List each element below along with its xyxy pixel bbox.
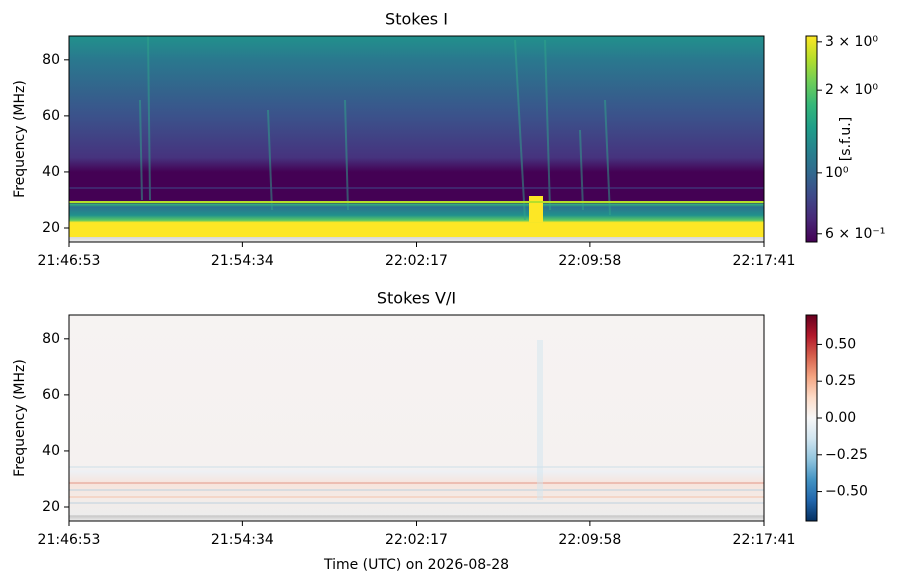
chart-title: Stokes I [385, 10, 448, 29]
panel-image-top [69, 35, 764, 242]
x-tick-label: 22:09:58 [558, 532, 621, 548]
x-axis-label: Time (UTC) on 2026-08-28 [323, 557, 509, 573]
x-tick-label: 22:09:58 [558, 253, 621, 269]
panel-image-bottom [69, 315, 764, 521]
y-tick-label: 40 [42, 164, 60, 180]
colorbar-tick-label: 10⁰ [825, 165, 849, 181]
x-tick-label: 21:46:53 [38, 253, 101, 269]
x-tick-label: 22:17:41 [733, 253, 796, 269]
y-tick-label: 20 [42, 220, 60, 236]
y-tick-label: 40 [42, 443, 60, 459]
y-tick-label: 80 [42, 52, 60, 68]
colorbar-label: [s.f.u.] [838, 117, 854, 161]
chart-title: Stokes V/I [377, 289, 456, 308]
colorbar-tick-label: 0.00 [825, 410, 856, 426]
colorbar-tick-label: 0.50 [825, 336, 856, 352]
y-tick-label: 60 [42, 108, 60, 124]
y-tick-label: 20 [42, 499, 60, 515]
colorbar-tick-label: 3 × 10⁰ [825, 34, 878, 50]
y-tick-label: 60 [42, 387, 60, 403]
y-axis-label: Frequency (MHz) [12, 359, 28, 477]
colorbar-tick-label: −0.50 [825, 484, 868, 500]
x-tick-label: 22:02:17 [385, 253, 448, 269]
colorbar-tick-label: 0.25 [825, 373, 856, 389]
colorbar-tick-label: 2 × 10⁰ [825, 82, 878, 98]
x-tick-label: 21:54:34 [211, 253, 274, 269]
colorbar [805, 314, 818, 522]
x-tick-label: 21:54:34 [211, 532, 274, 548]
x-tick-label: 22:17:41 [733, 532, 796, 548]
y-tick-label: 80 [42, 331, 60, 347]
x-tick-label: 21:46:53 [38, 532, 101, 548]
colorbar [805, 35, 818, 243]
colorbar-tick-label: 6 × 10⁻¹ [825, 226, 885, 242]
x-tick-label: 22:02:17 [385, 532, 448, 548]
colorbar-tick-label: −0.25 [825, 447, 868, 463]
y-axis-label: Frequency (MHz) [12, 80, 28, 198]
